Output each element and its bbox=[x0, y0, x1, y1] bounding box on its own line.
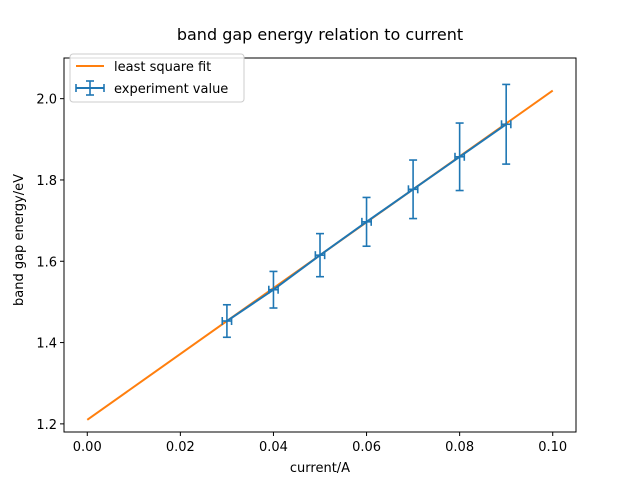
y-tick-label: 1.6 bbox=[36, 255, 57, 270]
error-bar-4 bbox=[407, 159, 419, 220]
y-tick-label: 1.8 bbox=[36, 174, 57, 189]
error-bar-3 bbox=[361, 196, 373, 248]
error-bar-6 bbox=[500, 83, 512, 165]
x-axis-label: current/A bbox=[290, 461, 350, 476]
y-tick-label: 2.0 bbox=[36, 93, 57, 108]
y-tick-label: 1.4 bbox=[36, 337, 57, 352]
chart-title: band gap energy relation to current bbox=[177, 25, 463, 44]
x-tick-label: 0.00 bbox=[73, 440, 102, 455]
legend-fit-label: least square fit bbox=[114, 60, 211, 75]
x-tick-label: 0.02 bbox=[166, 440, 195, 455]
error-bar-0 bbox=[221, 303, 233, 339]
legend-experiment-label: experiment value bbox=[114, 82, 228, 97]
legend: least square fit experiment value bbox=[69, 53, 245, 103]
plot-area bbox=[86, 83, 554, 421]
x-tick-label: 0.10 bbox=[538, 440, 567, 455]
y-axis-label: band gap energy/eV bbox=[12, 174, 27, 306]
axes-frame bbox=[63, 57, 577, 433]
legend-experiment-swatch bbox=[75, 80, 105, 96]
error-bar-1 bbox=[267, 270, 279, 309]
legend-box bbox=[69, 53, 245, 103]
y-tick-label: 1.2 bbox=[36, 418, 57, 433]
x-tick-label: 0.06 bbox=[352, 440, 381, 455]
error-bar-2 bbox=[314, 232, 326, 278]
axes: 0.00 0.02 0.04 0.06 0.08 0.10 1.2 1.4 1.6 1.8 2.0 bbox=[36, 57, 577, 455]
x-tick-label: 0.04 bbox=[259, 440, 288, 455]
x-tick-label: 0.08 bbox=[445, 440, 474, 455]
error-bar-5 bbox=[454, 122, 466, 192]
